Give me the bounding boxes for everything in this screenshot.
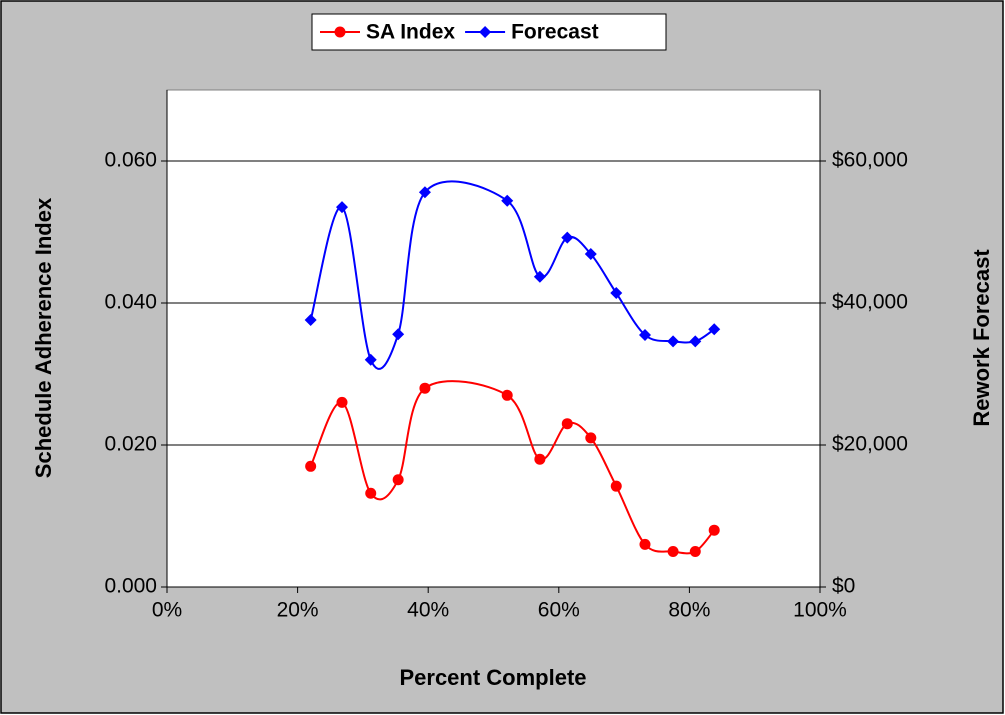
marker <box>533 270 546 283</box>
y2-tick-label: $20,000 <box>832 433 908 456</box>
marker <box>708 323 721 336</box>
y2-tick-label: $40,000 <box>832 291 908 314</box>
marker <box>501 194 514 207</box>
marker <box>336 201 349 214</box>
x-axis-title: Percent Complete <box>399 665 586 690</box>
series-line <box>309 180 715 370</box>
marker <box>365 487 377 499</box>
marker <box>708 524 720 536</box>
x-tick-label: 80% <box>668 599 710 622</box>
marker <box>305 460 317 472</box>
y2-tick-label: $60,000 <box>832 149 908 172</box>
x-tick-label: 100% <box>793 599 847 622</box>
legend-label: Forecast <box>511 21 599 44</box>
marker <box>561 231 574 244</box>
marker <box>667 335 680 348</box>
y-axis-title: Schedule Adherence Index <box>31 197 56 478</box>
marker <box>610 480 622 492</box>
x-tick-label: 0% <box>152 599 182 622</box>
x-tick-label: 40% <box>407 599 449 622</box>
marker <box>392 328 405 341</box>
marker <box>639 538 651 550</box>
marker <box>419 382 431 394</box>
legend-label: SA Index <box>366 21 455 44</box>
marker <box>304 314 317 327</box>
marker <box>418 186 431 199</box>
x-tick-label: 20% <box>277 599 319 622</box>
y-tick-label: 0.060 <box>104 149 157 172</box>
marker <box>610 287 623 300</box>
y2-axis-title: Rework Forecast <box>969 249 994 427</box>
marker <box>334 26 346 38</box>
marker <box>689 335 702 348</box>
marker <box>479 26 492 38</box>
marker <box>585 432 597 444</box>
plot-area <box>166 89 821 588</box>
marker <box>364 353 377 366</box>
marker <box>584 248 597 261</box>
y-tick-label: 0.020 <box>104 433 157 456</box>
y-tick-label: 0.040 <box>104 291 157 314</box>
x-tick-label: 60% <box>538 599 580 622</box>
y2-tick-label: $0 <box>832 575 855 598</box>
marker <box>336 396 348 408</box>
marker <box>392 474 404 486</box>
marker <box>501 389 513 401</box>
marker <box>638 328 651 341</box>
y-tick-label: 0.000 <box>104 575 157 598</box>
marker <box>534 453 546 465</box>
marker <box>667 546 679 557</box>
marker <box>561 418 573 430</box>
marker <box>689 546 701 557</box>
